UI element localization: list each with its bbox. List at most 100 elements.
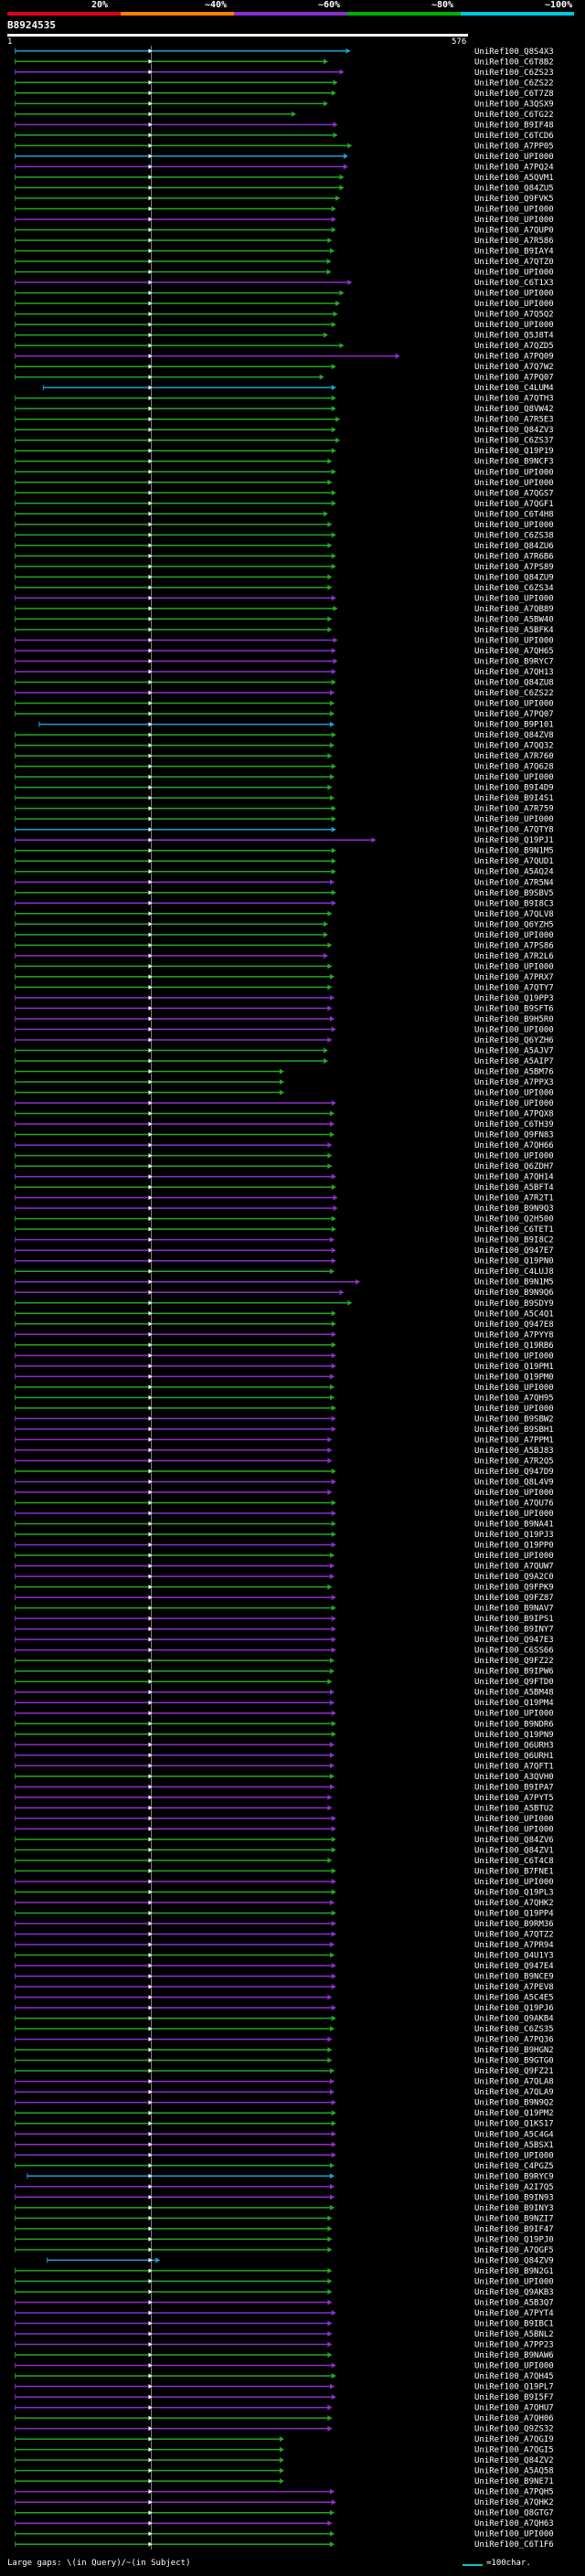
hit-label[interactable]: UniRef100_Q84ZV6 (474, 1836, 554, 1845)
hit-label[interactable]: UniRef100_A7PYT5 (474, 1794, 554, 1803)
hit-label[interactable]: UniRef100_Q8S4X3 (474, 48, 554, 57)
hit-label[interactable]: UniRef100_B9IPS1 (474, 1615, 554, 1624)
hit-label[interactable]: UniRef100_A7QH65 (474, 647, 554, 656)
hit-row[interactable]: UniRef100_A7PPM1 (15, 1436, 554, 1445)
hit-label[interactable]: UniRef100_C4LUJ8 (474, 1267, 554, 1277)
hit-label[interactable]: UniRef100_A7PYT4 (474, 2309, 554, 2318)
hit-label[interactable]: UniRef100_A7PS86 (474, 941, 554, 950)
hit-label[interactable]: UniRef100_Q947D9 (474, 1468, 554, 1477)
hit-row[interactable]: UniRef100_UPI000 (15, 153, 554, 162)
hit-label[interactable]: UniRef100_Q2H500 (474, 1215, 554, 1224)
hit-label[interactable]: UniRef100_A7QHK2 (474, 2498, 554, 2507)
hit-label[interactable]: UniRef100_Q8GTG7 (474, 2509, 554, 2518)
hit-label[interactable]: UniRef100_A7QTZ2 (474, 1931, 554, 1940)
hit-row[interactable]: UniRef100_A5B3Q7 (15, 2298, 554, 2307)
hit-row[interactable]: UniRef100_Q19PP3 (15, 994, 554, 1003)
hit-row[interactable]: UniRef100_B9SBH1 (15, 1426, 554, 1435)
hit-row[interactable]: UniRef100_Q84ZU6 (15, 542, 554, 551)
hit-label[interactable]: UniRef100_B9NAV7 (474, 1605, 554, 1614)
hit-row[interactable]: UniRef100_UPI000 (15, 700, 554, 709)
hit-row[interactable]: UniRef100_UPI000 (15, 2277, 554, 2286)
hit-label[interactable]: UniRef100_UPI000 (474, 321, 554, 330)
hit-row[interactable]: UniRef100_A5BM48 (15, 1689, 554, 1698)
hit-label[interactable]: UniRef100_A3QVH0 (474, 1773, 554, 1782)
hit-label[interactable]: UniRef100_A7QGF1 (474, 500, 554, 509)
hit-label[interactable]: UniRef100_Q4U1Y3 (474, 1952, 554, 1961)
hit-row[interactable]: UniRef100_B9NCF3 (15, 458, 554, 467)
hit-row[interactable]: UniRef100_B9NCE9 (15, 1973, 554, 1982)
hit-label[interactable]: UniRef100_B9N1M5 (474, 847, 554, 856)
hit-row[interactable]: UniRef100_A7R759 (15, 805, 554, 814)
hit-label[interactable]: UniRef100_A5AIP7 (474, 1057, 554, 1066)
hit-row[interactable]: UniRef100_A7PYT4 (15, 2309, 554, 2318)
hit-row[interactable]: UniRef100_UPI000 (15, 962, 554, 971)
hit-row[interactable]: UniRef100_A7PP23 (15, 2341, 554, 2350)
hit-row[interactable]: UniRef100_UPI000 (15, 1383, 554, 1393)
hit-label[interactable]: UniRef100_A7QUW7 (474, 1563, 554, 1572)
hit-row[interactable]: UniRef100_UPI000 (15, 216, 554, 225)
hit-row[interactable]: UniRef100_B9RM36 (15, 1920, 554, 1929)
hit-row[interactable]: UniRef100_A7PYY8 (15, 1330, 554, 1340)
hit-row[interactable]: UniRef100_B9GTG0 (15, 2057, 554, 2066)
hit-row[interactable]: UniRef100_A7PP05 (15, 142, 554, 151)
hit-row[interactable]: UniRef100_Q9ZS32 (15, 2425, 554, 2434)
hit-row[interactable]: UniRef100_A5QVM1 (15, 174, 554, 183)
hit-row[interactable]: UniRef100_B9SBW2 (15, 1415, 554, 1424)
hit-label[interactable]: UniRef100_C6TET1 (474, 1225, 554, 1235)
hit-label[interactable]: UniRef100_A7Q5Q2 (474, 311, 554, 320)
hit-label[interactable]: UniRef100_B9NA41 (474, 1521, 554, 1530)
hit-row[interactable]: UniRef100_C4LUM4 (42, 384, 554, 393)
hit-label[interactable]: UniRef100_A7PRX7 (474, 973, 554, 982)
hit-row[interactable]: UniRef100_A7PQ07 (15, 710, 554, 719)
hit-label[interactable]: UniRef100_Q1KS17 (474, 2120, 554, 2129)
hit-label[interactable]: UniRef100_A7QB89 (474, 605, 554, 614)
hit-row[interactable]: UniRef100_A7QGI9 (15, 2435, 554, 2444)
hit-label[interactable]: UniRef100_B9N1M5 (474, 1278, 554, 1288)
hit-row[interactable]: UniRef100_B9N2G1 (15, 2267, 554, 2276)
hit-label[interactable]: UniRef100_A7QH66 (474, 1141, 554, 1150)
hit-label[interactable]: UniRef100_B9HGN2 (474, 2046, 554, 2055)
hit-row[interactable]: UniRef100_B9N1M5 (15, 1278, 554, 1288)
hit-label[interactable]: UniRef100_A7PQ36 (474, 2036, 554, 2045)
hit-label[interactable]: UniRef100_Q6URH1 (474, 1752, 554, 1761)
hit-row[interactable]: UniRef100_Q947E8 (15, 1320, 554, 1330)
hit-label[interactable]: UniRef100_A7R2T1 (474, 1194, 554, 1203)
hit-label[interactable]: UniRef100_UPI000 (474, 205, 554, 214)
hit-row[interactable]: UniRef100_A7R5E3 (15, 416, 554, 425)
hit-row[interactable]: UniRef100_A5BTU2 (15, 1804, 554, 1813)
hit-row[interactable]: UniRef100_A7Q5Q2 (15, 311, 554, 320)
hit-row[interactable]: UniRef100_A5C4G4 (15, 2130, 554, 2139)
hit-row[interactable]: UniRef100_Q19PL3 (15, 1888, 554, 1897)
hit-label[interactable]: UniRef100_B9H5R0 (474, 1015, 554, 1024)
hit-label[interactable]: UniRef100_C6ZS22 (474, 689, 554, 698)
hit-label[interactable]: UniRef100_UPI000 (474, 962, 554, 971)
hit-row[interactable]: UniRef100_A7R5N4 (15, 878, 554, 887)
hit-label[interactable]: UniRef100_A7PP23 (474, 2341, 554, 2350)
hit-label[interactable]: UniRef100_A7Q7W2 (474, 363, 554, 372)
hit-label[interactable]: UniRef100_A7QTY7 (474, 983, 554, 992)
hit-label[interactable]: UniRef100_B9GTG0 (474, 2057, 554, 2066)
hit-label[interactable]: UniRef100_A7QQ32 (474, 742, 554, 751)
hit-row[interactable]: UniRef100_A7PQ36 (15, 2036, 554, 2045)
hit-row[interactable]: UniRef100_B9SFT6 (15, 1004, 554, 1013)
hit-row[interactable]: UniRef100_Q8VW42 (15, 405, 554, 414)
hit-row[interactable]: UniRef100_A7QTZ2 (15, 1931, 554, 1940)
hit-label[interactable]: UniRef100_B9SBH1 (474, 1426, 554, 1435)
hit-label[interactable]: UniRef100_A7QTH3 (474, 395, 554, 404)
hit-row[interactable]: UniRef100_Q9FZ21 (15, 2067, 554, 2076)
hit-row[interactable]: UniRef100_A7QHK2 (15, 1899, 554, 1908)
hit-row[interactable]: UniRef100_B9NDR6 (15, 1720, 554, 1729)
hit-label[interactable]: UniRef100_C4PGZ5 (474, 2162, 554, 2171)
hit-row[interactable]: UniRef100_B9IN93 (15, 2193, 554, 2202)
hit-label[interactable]: UniRef100_B9IN93 (474, 2193, 554, 2202)
hit-label[interactable]: UniRef100_A7QFT1 (474, 1762, 554, 1771)
hit-label[interactable]: UniRef100_B9IBC1 (474, 2319, 554, 2328)
hit-row[interactable]: UniRef100_Q8S4X3 (15, 48, 554, 57)
hit-label[interactable]: UniRef100_B9SBW2 (474, 1415, 554, 1424)
hit-label[interactable]: UniRef100_Q9FPK9 (474, 1584, 554, 1593)
hit-row[interactable]: UniRef100_B9INY3 (15, 2204, 554, 2213)
hit-label[interactable]: UniRef100_Q84ZU5 (474, 184, 554, 193)
hit-row[interactable]: UniRef100_Q84ZV2 (15, 2456, 554, 2465)
hit-label[interactable]: UniRef100_A7PYY8 (474, 1330, 554, 1340)
hit-label[interactable]: UniRef100_Q9FZ87 (474, 1594, 554, 1603)
